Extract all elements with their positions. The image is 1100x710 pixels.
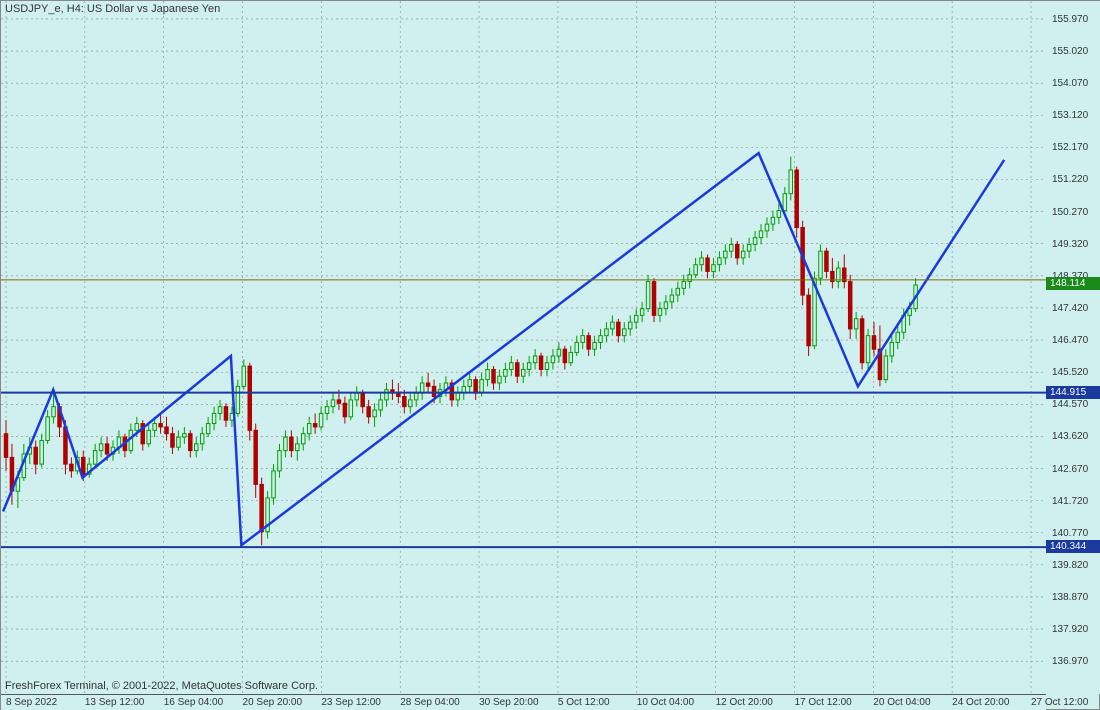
x-axis: 8 Sep 2022 13 Sep 12:00 16 Sep 04:00 20 Sep… xyxy=(1,694,1046,710)
y-axis: 136.970 137.920 138.870 139.820 140.770 141.7… xyxy=(1046,1,1100,694)
y-tick-label: 152.170 xyxy=(1052,142,1088,153)
y-tick-label: 150.270 xyxy=(1052,207,1088,218)
x-tick-label: 10 Oct 04:00 xyxy=(637,697,694,708)
y-tick-label: 146.470 xyxy=(1052,335,1088,346)
y-tick-label: 136.970 xyxy=(1052,656,1088,667)
plot-area[interactable]: USDJPY_e, H4: US Dollar vs Japanese Yen … xyxy=(1,1,1047,694)
grid-lines xyxy=(1,1,1046,694)
y-tick-label: 144.570 xyxy=(1052,399,1088,410)
x-tick-label: 30 Sep 20:00 xyxy=(479,697,539,708)
y-tick-label: 145.520 xyxy=(1052,367,1088,378)
price-badge: 140.344 xyxy=(1046,540,1100,553)
x-tick-label: 8 Sep 2022 xyxy=(6,697,57,708)
y-tick-label: 154.070 xyxy=(1052,78,1088,89)
x-tick-label: 20 Sep 20:00 xyxy=(243,697,303,708)
x-tick-label: 24 Oct 20:00 xyxy=(952,697,1009,708)
overlay-lines xyxy=(1,1,1046,694)
x-tick-label: 27 Oct 12:00 xyxy=(1031,697,1088,708)
x-tick-label: 23 Sep 12:00 xyxy=(321,697,381,708)
y-tick-label: 151.220 xyxy=(1052,174,1088,185)
y-tick-label: 137.920 xyxy=(1052,624,1088,635)
y-tick-label: 138.870 xyxy=(1052,592,1088,603)
y-tick-label: 139.820 xyxy=(1052,560,1088,571)
forex-chart[interactable]: USDJPY_e, H4: US Dollar vs Japanese Yen … xyxy=(0,0,1100,710)
y-tick-label: 141.720 xyxy=(1052,496,1088,507)
chart-title: USDJPY_e, H4: US Dollar vs Japanese Yen xyxy=(5,3,220,15)
y-tick-label: 155.020 xyxy=(1052,46,1088,57)
y-tick-label: 155.970 xyxy=(1052,14,1088,25)
price-badge: 144.915 xyxy=(1046,386,1100,399)
chart-copyright: FreshForex Terminal, © 2001-2022, MetaQu… xyxy=(5,680,318,692)
y-tick-label: 149.320 xyxy=(1052,239,1088,250)
y-tick-label: 143.620 xyxy=(1052,431,1088,442)
x-tick-label: 17 Oct 12:00 xyxy=(794,697,851,708)
x-tick-label: 13 Sep 12:00 xyxy=(85,697,145,708)
x-tick-label: 20 Oct 04:00 xyxy=(873,697,930,708)
price-badge: 148.114 xyxy=(1046,277,1100,290)
y-tick-label: 140.770 xyxy=(1052,528,1088,539)
y-tick-label: 142.670 xyxy=(1052,464,1088,475)
y-tick-label: 147.420 xyxy=(1052,303,1088,314)
x-tick-label: 12 Oct 20:00 xyxy=(716,697,773,708)
x-tick-label: 16 Sep 04:00 xyxy=(164,697,224,708)
x-tick-label: 28 Sep 04:00 xyxy=(400,697,460,708)
candlestick-series xyxy=(1,1,1046,694)
x-tick-label: 5 Oct 12:00 xyxy=(558,697,610,708)
y-tick-label: 153.120 xyxy=(1052,110,1088,121)
